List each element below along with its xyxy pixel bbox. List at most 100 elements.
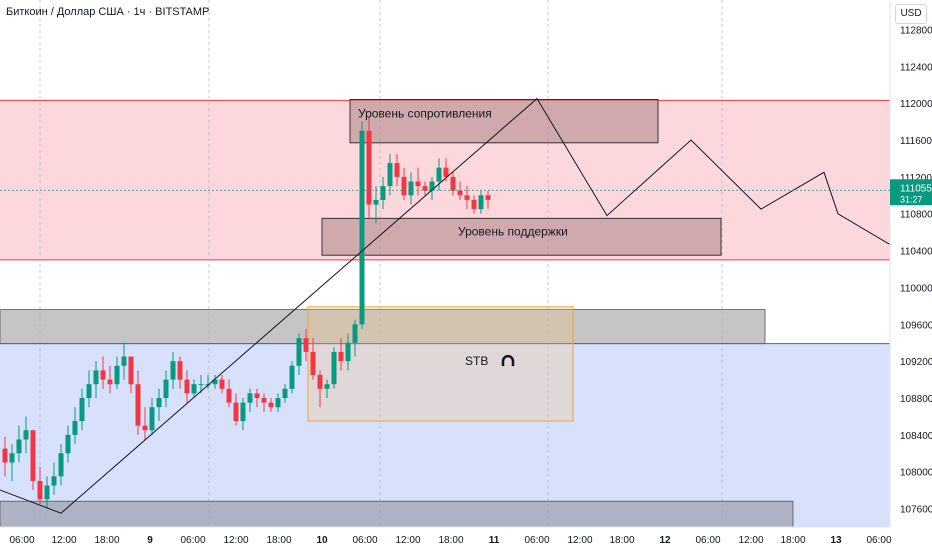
candle	[30, 430, 36, 481]
resistance-label: Уровень сопротивления	[358, 107, 492, 121]
x-tick-label: 18:00	[94, 535, 119, 546]
y-tick-label: 108000	[900, 468, 932, 479]
x-tick-label: 12	[659, 535, 671, 546]
candle	[121, 356, 127, 366]
candle	[373, 199, 379, 205]
price-badge-countdown: 31:27	[900, 194, 923, 204]
x-tick-label: 06:00	[866, 535, 891, 546]
y-tick-label: 112400	[900, 62, 932, 73]
candle	[380, 186, 386, 200]
candle	[163, 379, 169, 399]
x-tick-label: 10	[316, 535, 328, 546]
x-tick-label: 12:00	[395, 535, 420, 546]
candle	[65, 434, 71, 454]
x-tick-label: 12:00	[738, 535, 763, 546]
y-tick-label: 107600	[900, 505, 932, 516]
y-tick-label: 110000	[900, 283, 932, 294]
x-tick-label: 12:00	[223, 535, 248, 546]
candle	[114, 365, 120, 385]
candle	[436, 167, 442, 182]
candle	[170, 361, 176, 380]
x-tick-label: 18:00	[780, 535, 805, 546]
y-tick-label: 109200	[900, 357, 932, 368]
candle	[415, 181, 421, 187]
x-tick-label: 12:00	[567, 535, 592, 546]
support-label: Уровень поддержки	[458, 224, 568, 238]
magnet-icon	[501, 354, 515, 367]
candle	[303, 338, 309, 352]
candle	[219, 379, 225, 389]
x-tick-label: 18:00	[609, 535, 634, 546]
candle	[37, 480, 43, 500]
candle	[233, 402, 239, 422]
x-tick-label: 9	[147, 535, 153, 546]
candle	[9, 453, 15, 463]
candle	[464, 195, 470, 200]
candle	[16, 439, 22, 454]
candle	[317, 374, 323, 389]
currency-button[interactable]: USD	[895, 4, 927, 24]
candle	[261, 398, 267, 403]
x-tick-label: 13	[830, 535, 842, 546]
y-tick-label: 108800	[900, 394, 932, 405]
x-tick-label: 06:00	[695, 535, 720, 546]
candle	[156, 398, 162, 408]
candle	[457, 190, 463, 196]
candle	[142, 425, 148, 431]
candle	[387, 163, 393, 187]
candle	[79, 398, 85, 422]
x-tick-label: 06:00	[180, 535, 205, 546]
x-tick-label: 18:00	[438, 535, 463, 546]
candle	[310, 351, 316, 375]
y-tick-label: 111600	[900, 136, 932, 147]
candle	[177, 361, 183, 380]
y-tick-label: 109600	[900, 320, 932, 331]
candle	[394, 163, 400, 177]
candle	[72, 421, 78, 435]
candle	[107, 379, 113, 385]
candle	[268, 402, 274, 408]
price-badge-value: 111055	[900, 183, 932, 194]
support-box	[321, 217, 722, 256]
candle	[135, 384, 141, 426]
x-tick-label: 06:00	[524, 535, 549, 546]
stb-label: STB	[465, 354, 488, 368]
candle	[289, 365, 295, 389]
candle	[478, 195, 484, 210]
candle	[93, 370, 99, 385]
price-axis	[890, 0, 932, 550]
candle	[485, 195, 491, 200]
candle	[471, 199, 477, 210]
x-tick-label: 06:00	[352, 535, 377, 546]
y-tick-label: 108400	[900, 431, 932, 442]
candle	[44, 485, 50, 500]
resistance-box	[349, 99, 659, 144]
y-tick-label: 110400	[900, 247, 932, 258]
candle	[212, 379, 218, 385]
x-tick-label: 11	[489, 535, 500, 546]
candle	[282, 388, 288, 399]
y-tick-label: 111200	[900, 173, 932, 184]
candle	[296, 338, 302, 366]
candle	[422, 186, 428, 191]
candle	[23, 430, 29, 440]
candle	[226, 388, 232, 403]
x-tick-label: 12:00	[51, 535, 76, 546]
gray-zone	[0, 309, 766, 345]
candle	[100, 370, 106, 380]
candle	[51, 476, 57, 486]
candle	[86, 384, 92, 399]
candle	[324, 384, 330, 389]
candle	[331, 351, 337, 385]
candle	[275, 398, 281, 408]
candle	[352, 324, 358, 343]
candle	[58, 453, 64, 477]
candle	[408, 181, 414, 196]
x-tick-label: 18:00	[266, 535, 291, 546]
candle	[254, 393, 260, 399]
support-zone	[0, 343, 890, 527]
candle	[184, 379, 190, 394]
candle	[359, 130, 365, 325]
candle	[429, 181, 435, 191]
